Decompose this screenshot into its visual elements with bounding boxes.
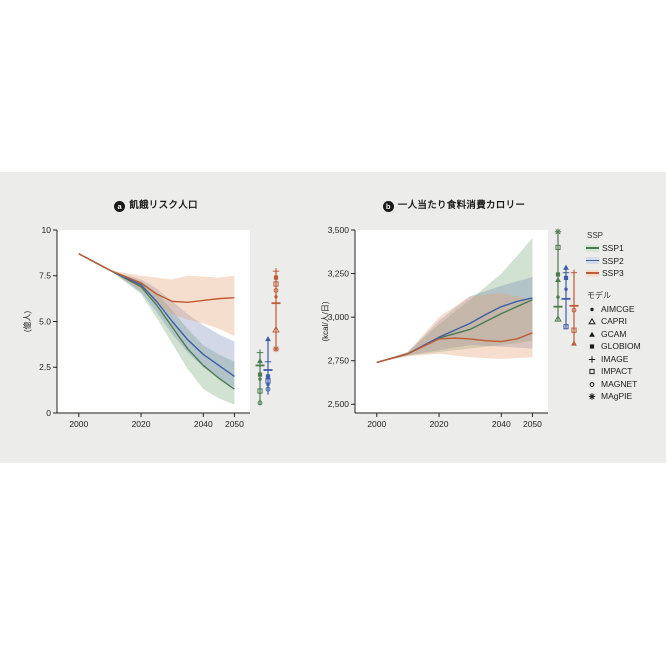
svg-text:2,500: 2,500 (328, 399, 350, 409)
legend-item-aimcge: AIMCGE (586, 303, 664, 316)
legend: SSP SSP1 SSP2 SSP3 モデル AIMCGE CAPRI GCAM… (586, 231, 664, 403)
legend-label: GCAM (601, 328, 627, 339)
panel-b-badge: b (382, 201, 394, 212)
calorie-consumption-chart: 2,500 2,750 3,000 3,250 3,500 2000 2020 2040 205… (318, 218, 590, 453)
panel-b-title-text: 一人当たり食料消費カロリー (397, 200, 526, 211)
legend-item-impact: IMPACT (586, 365, 664, 378)
svg-text:2050: 2050 (523, 419, 542, 429)
legend-item-globiom: GLOBIOM (586, 340, 664, 353)
legend-label: IMAGE (601, 353, 629, 364)
legend-label: MAGNET (601, 378, 638, 389)
svg-text:5.0: 5.0 (39, 316, 51, 326)
svg-text:7.5: 7.5 (39, 271, 51, 281)
legend-label: MAgPIE (601, 391, 633, 402)
svg-text:2050: 2050 (225, 419, 244, 429)
ssp2-line-swatch-icon (586, 257, 599, 265)
legend-item-ssp1: SSP1 (586, 242, 664, 255)
panel-b-title: b 一人当たり食料消費カロリー (318, 199, 590, 213)
legend-item-magnet: MAGNET (586, 378, 664, 391)
ssp1-line-swatch-icon (586, 244, 599, 252)
svg-text:2040: 2040 (492, 419, 511, 429)
legend-item-magpie: MAgPIE (586, 390, 664, 403)
chart-canvas-a: 0 2.5 5.0 7.5 10 2000 2020 2040 2050 (億人) (22, 225, 281, 429)
legend-item-ssp2: SSP2 (586, 255, 664, 268)
svg-text:2.5: 2.5 (39, 362, 51, 372)
image-plus-icon (588, 356, 596, 363)
svg-text:10: 10 (42, 225, 52, 235)
legend-label: SSP1 (602, 243, 624, 254)
globiom-filled-square-icon (589, 344, 595, 349)
aimcge-dot-icon (590, 307, 594, 311)
panel-a-title-text: 飢餓リスク人口 (129, 200, 198, 211)
hunger-risk-chart: 0 2.5 5.0 7.5 10 2000 2020 2040 2050 (億人) (20, 218, 292, 453)
legend-model-header: モデル (587, 290, 611, 300)
legend-label: IMPACT (601, 366, 633, 377)
magpie-asterisk-icon (588, 393, 596, 400)
ssp3-line-swatch-icon (586, 269, 599, 277)
legend-label: SSP3 (602, 268, 624, 279)
impact-open-square-icon (589, 369, 595, 375)
legend-label: AIMCGE (601, 303, 635, 314)
legend-item-ssp3: SSP3 (586, 267, 664, 280)
chart-canvas-b: 2,500 2,750 3,000 3,250 3,500 2000 2020 2040 205… (321, 225, 579, 429)
svg-text:3,250: 3,250 (328, 268, 350, 278)
panel-a-badge: a (114, 201, 126, 212)
svg-text:2000: 2000 (367, 419, 386, 429)
legend-item-capri: CAPRI (586, 315, 664, 328)
legend-item-image: IMAGE (586, 353, 664, 366)
capri-open-triangle-icon (588, 317, 596, 325)
svg-text:2,750: 2,750 (328, 356, 350, 366)
legend-label: GLOBIOM (601, 341, 641, 352)
svg-text:2020: 2020 (132, 419, 151, 429)
legend-ssp-header: SSP (587, 231, 604, 240)
svg-text:2040: 2040 (194, 419, 213, 429)
legend-label: SSP2 (602, 255, 624, 266)
svg-text:0: 0 (46, 408, 51, 418)
legend-item-gcam: GCAM (586, 328, 664, 341)
svg-text:3,000: 3,000 (328, 312, 350, 322)
gcam-filled-triangle-icon (589, 331, 595, 337)
svg-text:3,500: 3,500 (328, 225, 350, 235)
svg-text:2020: 2020 (430, 419, 449, 429)
panel-a-title: a 飢餓リスク人口 (20, 199, 292, 213)
svg-text:2000: 2000 (69, 419, 88, 429)
magnet-open-circle-icon (589, 381, 595, 387)
svg-text:(億人): (億人) (22, 311, 32, 333)
legend-label: CAPRI (601, 316, 627, 327)
svg-text:(kcal/人/日): (kcal/人/日) (321, 301, 330, 341)
